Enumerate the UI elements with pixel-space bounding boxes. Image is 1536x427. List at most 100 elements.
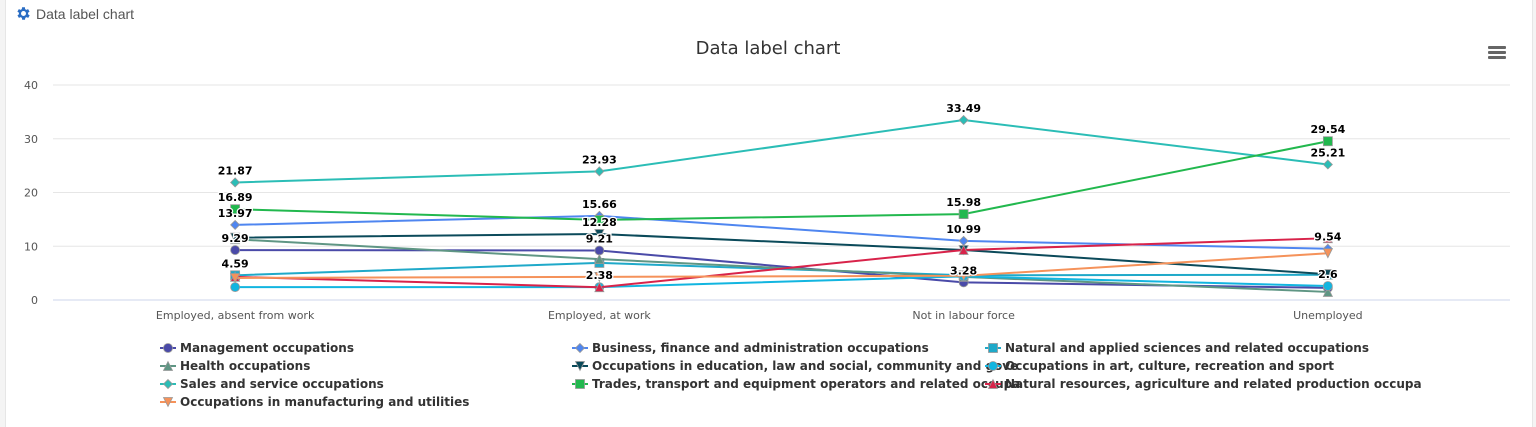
panel-header: Data label chart bbox=[15, 5, 134, 22]
legend-symbol bbox=[162, 378, 174, 390]
panel-title: Data label chart bbox=[36, 5, 135, 22]
legend-label: Trades, transport and equipment operator… bbox=[592, 377, 1020, 391]
data-label: 15.66 bbox=[582, 198, 617, 211]
series-line bbox=[235, 140, 1329, 221]
legend-item[interactable]: Business, finance and administration occ… bbox=[572, 341, 929, 355]
y-tick-label: 20 bbox=[24, 187, 38, 200]
legend-symbol bbox=[574, 342, 586, 354]
legend-symbol bbox=[575, 379, 585, 389]
legend-symbol bbox=[988, 343, 998, 353]
legend-symbol bbox=[987, 378, 999, 389]
legend-item[interactable]: Occupations in manufacturing and utiliti… bbox=[160, 395, 469, 409]
x-tick-label: Unemployed bbox=[1293, 309, 1363, 322]
chart-panel bbox=[5, 0, 1533, 427]
legend-label: Occupations in manufacturing and utiliti… bbox=[180, 395, 469, 409]
series-line bbox=[235, 275, 1328, 289]
gear-icon bbox=[17, 7, 30, 20]
legend-symbol bbox=[574, 361, 586, 372]
legend-symbol bbox=[988, 361, 998, 371]
series-4 bbox=[229, 229, 1334, 280]
data-point bbox=[1322, 269, 1334, 280]
data-label: 15.98 bbox=[946, 196, 981, 209]
x-tick-label: Employed, absent from work bbox=[156, 309, 315, 322]
data-label: 10.99 bbox=[946, 223, 981, 236]
legend-item[interactable]: Management occupations bbox=[160, 341, 354, 355]
data-point bbox=[229, 232, 241, 244]
legend-label: Occupations in education, law and social… bbox=[592, 359, 1018, 373]
data-label: 16.89 bbox=[218, 191, 253, 204]
y-tick-label: 0 bbox=[31, 294, 38, 307]
legend-symbol bbox=[162, 397, 174, 408]
legend-label: Management occupations bbox=[180, 341, 354, 355]
data-point bbox=[1322, 248, 1334, 259]
x-tick-label: Employed, at work bbox=[548, 309, 651, 322]
legend-item[interactable]: Sales and service occupations bbox=[160, 377, 384, 391]
data-label: 2.6 bbox=[1318, 268, 1338, 281]
data-point bbox=[1322, 281, 1333, 291]
data-label: 2.38 bbox=[586, 269, 613, 282]
series-line bbox=[235, 237, 1328, 289]
data-label: 12.28 bbox=[582, 216, 617, 229]
data-point bbox=[230, 245, 241, 255]
legend-item[interactable]: Occupations in art, culture, recreation … bbox=[985, 359, 1334, 373]
data-point bbox=[594, 166, 605, 177]
series-5 bbox=[230, 271, 1333, 293]
data-point bbox=[594, 245, 605, 256]
hamburger-menu-icon[interactable] bbox=[1488, 46, 1506, 62]
data-point bbox=[594, 271, 605, 283]
data-label: 3.28 bbox=[950, 264, 977, 277]
data-point bbox=[230, 177, 241, 188]
data-label: 13.97 bbox=[218, 207, 253, 220]
y-tick-label: 30 bbox=[24, 133, 38, 146]
legend-label: Occupations in art, culture, recreation … bbox=[1005, 359, 1334, 373]
legend-label: Health occupations bbox=[180, 359, 310, 373]
data-point bbox=[230, 204, 241, 215]
legend-label: Sales and service occupations bbox=[180, 377, 384, 391]
legend-item[interactable]: Natural and applied sciences and related… bbox=[985, 341, 1369, 355]
legend-item[interactable]: Trades, transport and equipment operator… bbox=[572, 377, 1020, 391]
legend-label: Natural resources, agriculture and relat… bbox=[1005, 377, 1422, 391]
data-point bbox=[594, 253, 605, 265]
legend-item[interactable]: Health occupations bbox=[160, 359, 310, 373]
legend-symbol bbox=[163, 343, 173, 353]
series-6 bbox=[230, 114, 1333, 188]
data-point bbox=[1322, 286, 1334, 297]
x-tick-label: Not in labour force bbox=[912, 309, 1015, 322]
data-point bbox=[230, 219, 241, 230]
series-9 bbox=[229, 248, 1334, 284]
data-label: 23.93 bbox=[582, 153, 617, 166]
y-tick-label: 40 bbox=[24, 79, 38, 92]
data-label: 33.49 bbox=[946, 102, 981, 115]
data-point bbox=[958, 209, 969, 220]
series-line bbox=[235, 252, 1328, 279]
legend-label: Natural and applied sciences and related… bbox=[1005, 341, 1369, 355]
series-7 bbox=[230, 136, 1333, 225]
chart-title: Data label chart bbox=[695, 38, 841, 59]
series-line bbox=[235, 232, 1328, 276]
data-point bbox=[1322, 136, 1333, 147]
data-point bbox=[958, 270, 969, 282]
data-point bbox=[594, 281, 605, 293]
data-label: 4.59 bbox=[222, 257, 249, 270]
data-point bbox=[958, 244, 969, 255]
data-point bbox=[594, 229, 605, 240]
data-point bbox=[1322, 159, 1333, 170]
series-line bbox=[235, 118, 1328, 184]
data-point bbox=[958, 235, 969, 246]
series-8 bbox=[229, 232, 1334, 293]
legend-label: Business, finance and administration occ… bbox=[592, 341, 929, 355]
data-point bbox=[229, 273, 241, 284]
data-point bbox=[594, 215, 605, 225]
data-label: 29.54 bbox=[1310, 123, 1345, 136]
data-point bbox=[230, 282, 241, 293]
data-point bbox=[1322, 232, 1334, 244]
data-label: 25.21 bbox=[1310, 146, 1345, 159]
y-tick-label: 10 bbox=[24, 240, 38, 253]
legend-symbol bbox=[162, 360, 174, 371]
legend-item[interactable]: Occupations in education, law and social… bbox=[572, 359, 1018, 373]
data-label: 9.29 bbox=[222, 232, 249, 245]
legend-item[interactable]: Natural resources, agriculture and relat… bbox=[985, 377, 1422, 391]
data-label: 9.21 bbox=[586, 232, 613, 245]
data-label: 9.54 bbox=[1314, 231, 1341, 244]
